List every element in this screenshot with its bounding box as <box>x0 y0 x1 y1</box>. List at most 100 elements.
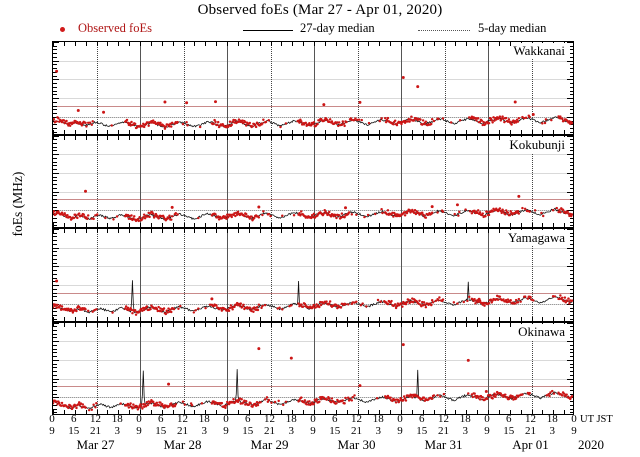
x-tick-top <box>194 229 196 233</box>
x-tick <box>183 223 185 227</box>
x-tick <box>488 129 489 134</box>
day-boundary-line <box>314 135 315 227</box>
x-hour-ut: 12 <box>351 413 362 425</box>
halfday-line <box>444 322 446 414</box>
y-minor-tick-right <box>569 161 573 163</box>
x-hour-jst: 15 <box>503 424 515 437</box>
x-tick-top <box>509 42 511 46</box>
x-tick <box>498 129 500 134</box>
x-tick-top <box>118 135 120 140</box>
observed-points <box>53 279 573 316</box>
y-minor-tick <box>53 68 57 70</box>
y-minor-tick-right <box>569 86 573 88</box>
x-tick-top <box>433 322 435 327</box>
x-tick <box>314 316 315 321</box>
x-tick-top <box>237 229 239 233</box>
x-tick-top <box>216 42 218 46</box>
x-hour-label: 18 3 <box>547 413 558 437</box>
x-tick <box>390 410 392 414</box>
observed-outlier <box>322 103 326 107</box>
day-boundary-line <box>140 322 141 414</box>
x-tick <box>237 223 239 227</box>
x-tick-top <box>401 135 402 140</box>
x-tick <box>172 316 174 321</box>
x-hour-ut: 12 <box>525 413 536 425</box>
y-minor-tick <box>53 45 57 47</box>
y-minor-tick-right <box>569 393 573 395</box>
y-tick-right <box>567 154 573 156</box>
x-hour-label: 18 3 <box>373 413 384 437</box>
y-minor-tick <box>53 64 57 66</box>
x-tick <box>444 316 446 321</box>
x-tick <box>118 223 120 227</box>
x-tick-top <box>129 322 131 327</box>
x-hour-label: 18 3 <box>199 413 210 437</box>
x-tick-top <box>205 229 207 233</box>
observed-outlier <box>430 204 434 208</box>
x-tick-top <box>205 135 207 140</box>
x-tick-top <box>324 42 326 46</box>
x-tick-top <box>346 42 348 46</box>
x-tick <box>150 223 152 227</box>
day-boundary-line <box>227 322 228 414</box>
x-hour-ut: 6 <box>332 413 338 425</box>
panel-yamagawa: 0510152025Yamagawa <box>52 228 574 322</box>
x-tick <box>303 316 305 321</box>
x-tick <box>53 223 54 227</box>
station-label: Okinawa <box>516 323 567 340</box>
observed-outlier <box>455 202 459 206</box>
x-tick <box>194 129 196 134</box>
x-tick <box>346 410 348 414</box>
y-minor-tick-right <box>569 184 573 186</box>
halfday-line <box>357 135 359 227</box>
y-tick <box>53 172 59 174</box>
y-minor-tick-right <box>569 68 573 70</box>
day-boundary-line <box>227 135 228 227</box>
y-minor-tick <box>53 184 57 186</box>
x-tick <box>172 129 174 134</box>
x-tick-top <box>248 229 250 233</box>
gridline-h <box>53 266 573 268</box>
x-tick-top <box>129 42 131 46</box>
x-tick <box>259 129 261 134</box>
halfday-line <box>270 135 272 227</box>
halfday-line <box>357 42 359 134</box>
x-tick <box>63 129 65 134</box>
reference-line <box>53 292 573 294</box>
observed-outlier <box>257 205 261 208</box>
y-tick-right <box>567 191 573 193</box>
y-minor-tick-right <box>569 318 573 320</box>
observed-outlier <box>163 100 167 104</box>
x-tick-top <box>401 322 402 327</box>
x-tick <box>444 410 446 414</box>
x-hour-ut: 6 <box>419 413 425 425</box>
x-hour-jst: 9 <box>310 424 316 437</box>
y-minor-tick-right <box>569 288 573 290</box>
unit-jst-label: JST <box>596 414 613 425</box>
x-tick <box>357 223 359 227</box>
y-minor-tick-right <box>569 315 573 317</box>
reference-line <box>53 105 573 107</box>
x-tick <box>455 223 457 227</box>
x-tick <box>455 410 457 414</box>
y-tick <box>53 154 59 156</box>
x-hour-ut: 0 <box>310 413 316 425</box>
x-tick <box>194 410 196 414</box>
x-tick <box>411 410 413 414</box>
y-minor-tick-right <box>569 277 573 279</box>
x-tick <box>74 410 76 414</box>
y-minor-tick-right <box>569 243 573 245</box>
x-hour-jst: 9 <box>397 424 403 437</box>
halfday-line <box>357 229 359 321</box>
x-tick-top <box>161 322 163 327</box>
x-tick <box>498 410 500 414</box>
x-tick-top <box>74 135 76 140</box>
observed-outlier <box>210 297 214 301</box>
x-tick-top <box>477 42 479 46</box>
x-tick-top <box>466 135 468 140</box>
x-tick <box>270 410 272 414</box>
y-minor-tick-right <box>569 45 573 47</box>
x-tick-top <box>237 322 239 327</box>
